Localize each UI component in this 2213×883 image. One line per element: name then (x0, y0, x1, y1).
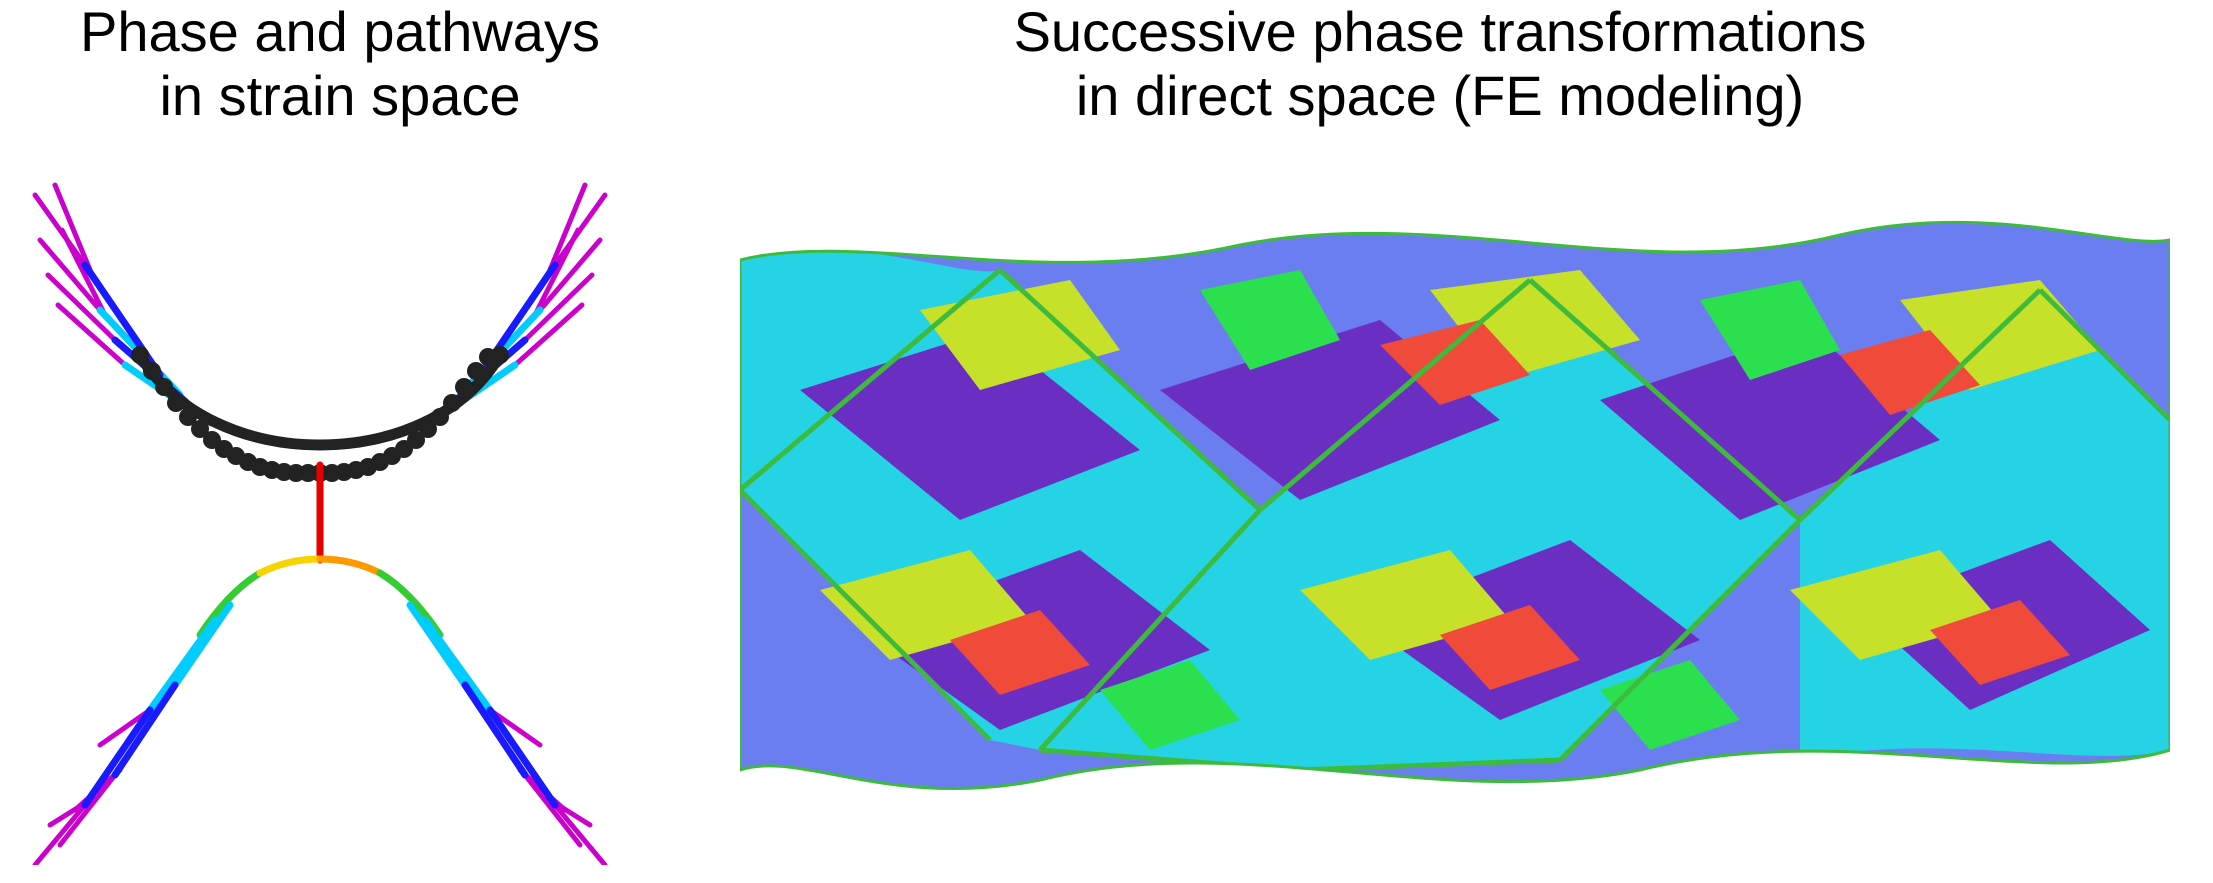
left-panel-title: Phase and pathways in strain space (30, 0, 650, 129)
strain-space-diagram (30, 165, 610, 865)
strain-space-svg (30, 165, 610, 865)
right-panel-title: Successive phase transformations in dire… (740, 0, 2140, 129)
fe-microstructure-svg (740, 190, 2170, 810)
figure-page: Phase and pathways in strain space Succe… (0, 0, 2213, 883)
fe-microstructure-diagram (740, 190, 2170, 810)
